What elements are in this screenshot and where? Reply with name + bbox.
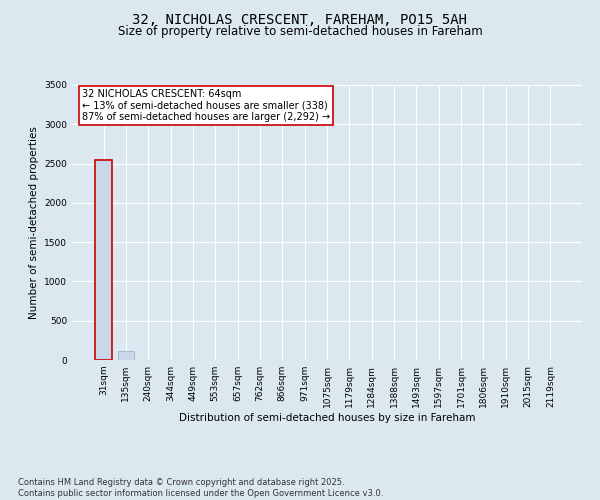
Y-axis label: Number of semi-detached properties: Number of semi-detached properties xyxy=(29,126,38,319)
Bar xyxy=(95,160,112,360)
Text: 32 NICHOLAS CRESCENT: 64sqm
← 13% of semi-detached houses are smaller (338)
87% : 32 NICHOLAS CRESCENT: 64sqm ← 13% of sem… xyxy=(82,89,331,122)
Text: Size of property relative to semi-detached houses in Fareham: Size of property relative to semi-detach… xyxy=(118,25,482,38)
Bar xyxy=(118,350,134,360)
X-axis label: Distribution of semi-detached houses by size in Fareham: Distribution of semi-detached houses by … xyxy=(179,412,475,422)
Text: Contains HM Land Registry data © Crown copyright and database right 2025.
Contai: Contains HM Land Registry data © Crown c… xyxy=(18,478,383,498)
Text: 32, NICHOLAS CRESCENT, FAREHAM, PO15 5AH: 32, NICHOLAS CRESCENT, FAREHAM, PO15 5AH xyxy=(133,12,467,26)
